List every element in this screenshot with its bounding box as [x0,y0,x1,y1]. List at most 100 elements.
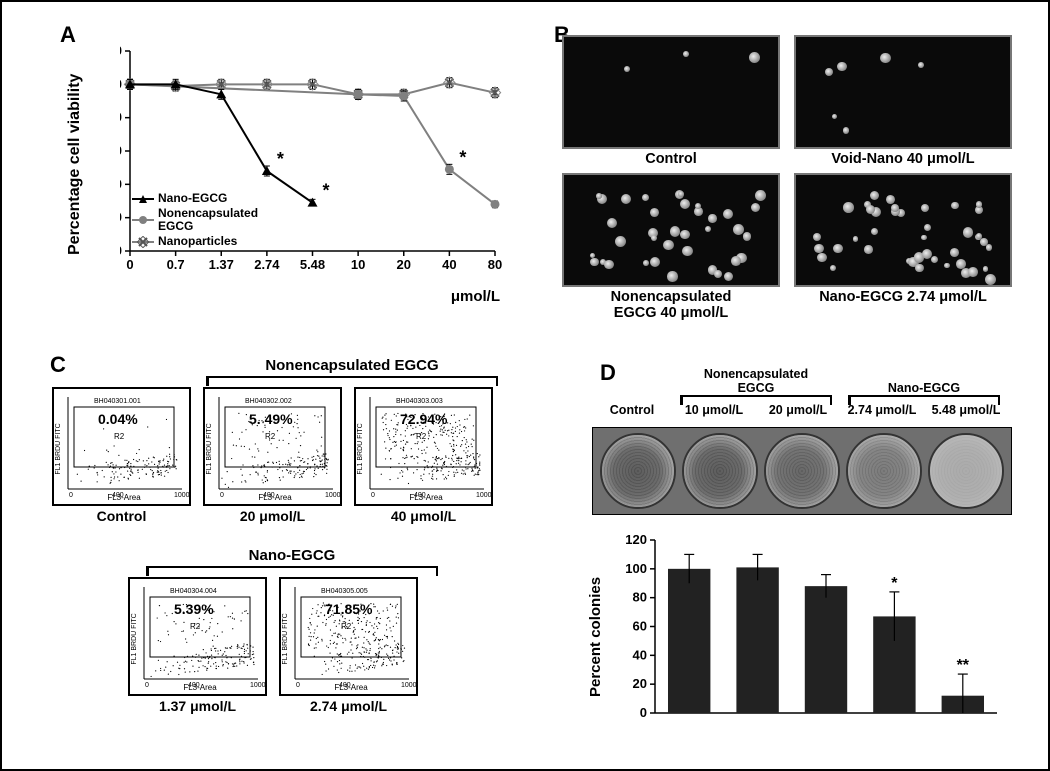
svg-text:*: * [459,147,466,167]
svg-text:*: * [277,149,284,169]
flow-cap-3: 1.37 μmol/L [128,698,267,714]
micrograph-voidnano [794,35,1012,149]
svg-text:400: 400 [188,682,200,689]
svg-text:1000: 1000 [476,492,491,499]
svg-text:R2: R2 [341,622,352,631]
svg-text:BH040301.001: BH040301.001 [94,398,141,405]
svg-text:*: * [323,181,330,201]
panel-d-ylabel: Percent colonies [587,577,604,697]
flow-plot-control: FL3-Area FL1 BRDU FITC R2 BH040301.001 0… [52,387,191,506]
figure-frame: A Percentage cell viability 020406080100… [0,0,1050,771]
svg-text:80: 80 [488,257,502,272]
svg-text:40: 40 [633,647,647,662]
svg-text:BH040303.003: BH040303.003 [396,398,443,405]
svg-text:FL1 BRDU FITC: FL1 BRDU FITC [357,423,364,474]
micrograph-caption-2: NonencapsulatedEGCG 40 μmol/L [562,287,780,321]
svg-text:R2: R2 [114,432,125,441]
well-4 [928,433,1004,509]
svg-text:FL1 BRDU FITC: FL1 BRDU FITC [206,423,213,474]
svg-text:40: 40 [120,176,122,191]
micrograph-nanoegcg [794,173,1012,287]
svg-text:1000: 1000 [174,492,189,499]
well-0 [600,433,676,509]
d-col-3: 2.74 μmol/L [840,403,924,417]
bracket-icon [680,395,832,403]
bracket-icon [848,395,1000,403]
flow-cap-2: 40 μmol/L [354,508,493,524]
svg-text:**: ** [957,657,970,674]
svg-text:R2: R2 [190,622,201,631]
bracket-icon [206,376,498,384]
d-col-4: 5.48 μmol/L [924,403,1008,417]
svg-text:120: 120 [625,532,647,547]
svg-text:0: 0 [120,243,122,258]
svg-text:FL1 BRDU FITC: FL1 BRDU FITC [131,613,138,664]
micrograph-control [562,35,780,149]
panel-c-group2: Nano-EGCG [142,547,442,564]
panel-a-xunit: μmol/L [451,288,500,305]
well-2 [764,433,840,509]
svg-text:BH040302.002: BH040302.002 [245,398,292,405]
legend-nonenc: NonencapsulatedEGCG [158,207,258,233]
flow-cap-1: 20 μmol/L [203,508,342,524]
well-3 [846,433,922,509]
colony-wells [592,427,1012,515]
d-col-0: Control [592,403,672,417]
panel-c: Nonencapsulated EGCG FL3-Area FL1 BRDU F… [42,357,512,747]
svg-text:0: 0 [69,492,73,499]
d-group2: Nano-EGCG [840,367,1008,395]
svg-text:5.48: 5.48 [300,257,325,272]
svg-text:2.74: 2.74 [254,257,280,272]
panel-a-ylabel: Percentage cell viability [66,74,84,255]
svg-text:1000: 1000 [250,682,265,689]
svg-text:0: 0 [126,257,133,272]
panel-a: Percentage cell viability 0 20 40 60 80 100 12… [42,27,512,317]
legend-np: Nanoparticles [158,235,237,248]
micrograph-caption-3: Nano-EGCG 2.74 μmol/L [794,287,1012,305]
well-1 [682,433,758,509]
svg-text:0: 0 [296,682,300,689]
svg-text:0: 0 [145,682,149,689]
svg-text:0: 0 [640,705,647,720]
svg-text:1000: 1000 [401,682,416,689]
panel-b: Control Void-Nano 40 μmol/L Nonencapsula… [552,27,1022,332]
flow-plot-20: FL3-Area FL1 BRDU FITC R2 BH040302.002 0… [203,387,342,506]
svg-text:60: 60 [120,143,122,158]
svg-text:FL1 BRDU FITC: FL1 BRDU FITC [282,613,289,664]
panel-a-legend: Nano-EGCG NonencapsulatedEGCG Nanopartic… [132,192,258,250]
svg-text:400: 400 [263,492,275,499]
panel-d: NonencapsulatedEGCG Nano-EGCG Control 10… [557,367,1027,752]
svg-text:400: 400 [112,492,124,499]
bracket-icon [146,566,438,574]
flow-cap-4: 2.74 μmol/L [279,698,418,714]
micrograph-caption-0: Control [562,149,780,167]
svg-text:80: 80 [633,590,647,605]
micrograph-caption-1: Void-Nano 40 μmol/L [794,149,1012,167]
svg-text:20: 20 [633,676,647,691]
svg-text:100: 100 [120,76,122,91]
flow-plot-2p74: FL3-Area FL1 BRDU FITC R2 BH040305.005 0… [279,577,418,696]
svg-text:400: 400 [339,682,351,689]
svg-text:60: 60 [633,619,647,634]
svg-text:FL1 BRDU FITC: FL1 BRDU FITC [55,423,62,474]
svg-text:1.37: 1.37 [209,257,234,272]
d-col-1: 10 μmol/L [672,403,756,417]
flow-plot-40: FL3-Area FL1 BRDU FITC R2 BH040303.003 0… [354,387,493,506]
flow-cap-0: Control [52,508,191,524]
svg-text:0.7: 0.7 [167,257,185,272]
svg-text:*: * [891,575,898,592]
svg-text:BH040305.005: BH040305.005 [321,588,368,595]
svg-text:1000: 1000 [325,492,340,499]
svg-text:120: 120 [120,45,122,58]
legend-nano: Nano-EGCG [158,192,227,205]
svg-text:0: 0 [371,492,375,499]
d-group1: NonencapsulatedEGCG [672,367,840,395]
svg-text:20: 20 [120,210,122,225]
svg-text:BH040304.004: BH040304.004 [170,588,217,595]
flow-plot-1p37: FL3-Area FL1 BRDU FITC R2 BH040304.004 0… [128,577,267,696]
micrograph-nonenc [562,173,780,287]
panel-d-headers: NonencapsulatedEGCG Nano-EGCG Control 10… [592,367,1012,417]
svg-text:400: 400 [414,492,426,499]
svg-text:40: 40 [442,257,456,272]
panel-d-barchart: 020406080100120*** [617,532,1007,727]
